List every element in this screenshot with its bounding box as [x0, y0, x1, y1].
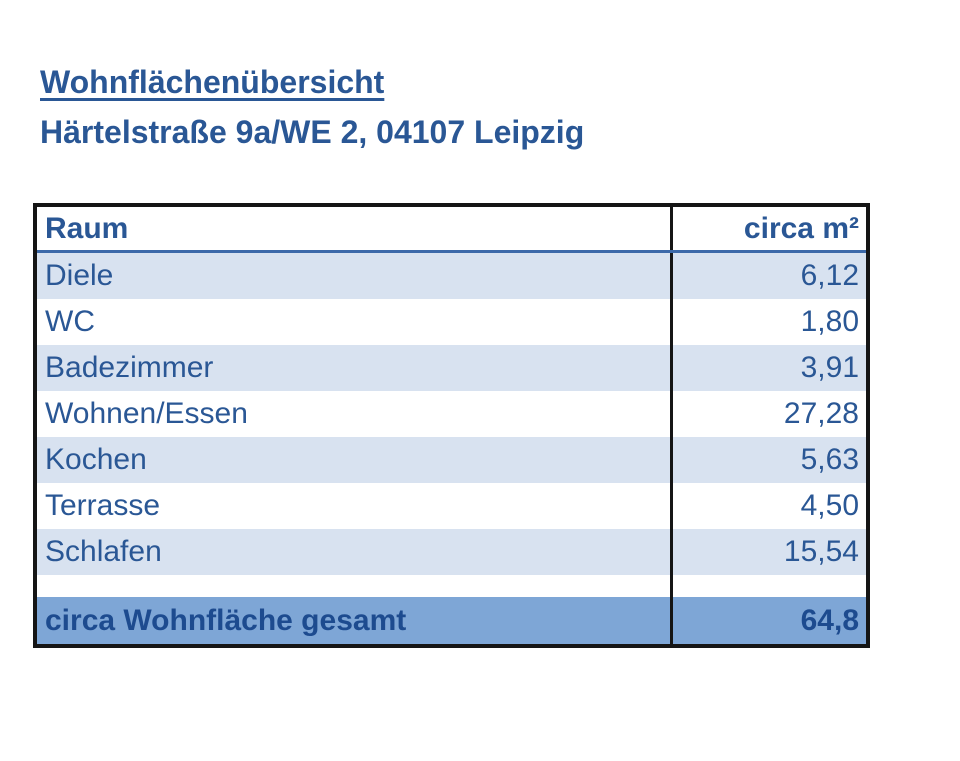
room-cell: [37, 575, 670, 597]
table-row: Diele 6,12: [37, 253, 866, 299]
area-cell: [670, 575, 866, 597]
area-cell: 1,80: [670, 299, 866, 345]
room-cell: WC: [45, 305, 95, 338]
area-cell: 27,28: [670, 391, 866, 437]
table-row: Schlafen 15,54: [37, 529, 866, 575]
table-row: WC 1,80: [37, 299, 866, 345]
room-cell: Diele: [45, 259, 114, 292]
total-label: circa Wohnfläche gesamt: [45, 603, 407, 637]
page-subtitle: Härtelstraße 9a/WE 2, 04107 Leipzig: [40, 114, 585, 150]
room-cell: Badezimmer: [45, 351, 214, 384]
area-cell: 6,12: [670, 253, 866, 299]
table-row: Kochen 5,63: [37, 437, 866, 483]
table-header-row: Raum circa m²: [37, 207, 866, 253]
table-row: Terrasse 4,50: [37, 483, 866, 529]
total-value: 64,8: [670, 597, 866, 644]
area-cell: 4,50: [670, 483, 866, 529]
room-cell: Terrasse: [45, 489, 161, 522]
table-row: Wohnen/Essen 27,28: [37, 391, 866, 437]
spacer-row: [37, 575, 866, 597]
area-cell: 3,91: [670, 345, 866, 391]
room-cell: Kochen: [45, 443, 147, 476]
area-cell: 15,54: [670, 529, 866, 575]
page-title: Wohnflächenübersicht: [40, 64, 385, 100]
room-cell: Schlafen: [45, 535, 162, 568]
living-area-table: Raum circa m² Diele 6,12 WC 1,80 Badezim…: [33, 203, 870, 648]
column-header-area: circa m²: [670, 207, 866, 250]
room-cell: Wohnen/Essen: [45, 397, 248, 430]
area-cell: 5,63: [670, 437, 866, 483]
column-header-room: Raum: [45, 211, 129, 245]
total-row: circa Wohnfläche gesamt 64,8: [37, 597, 866, 644]
table-row: Badezimmer 3,91: [37, 345, 866, 391]
